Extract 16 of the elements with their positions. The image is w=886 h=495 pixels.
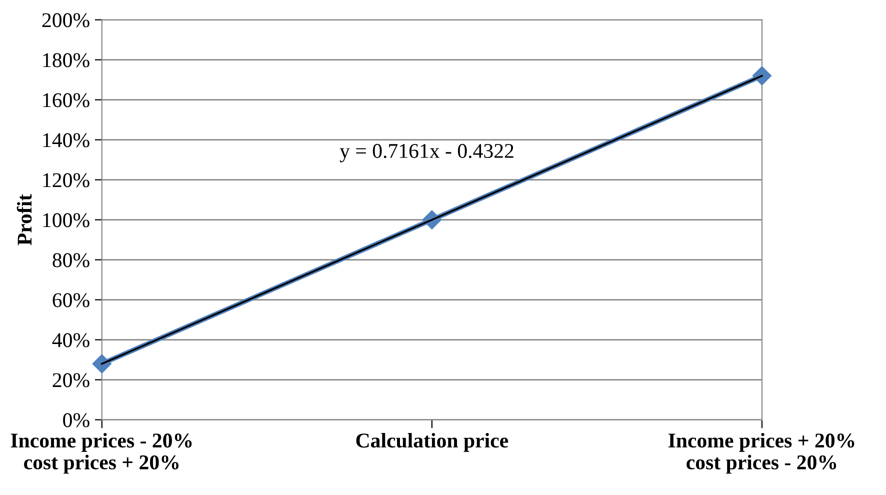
y-tick-label: 100% [43, 213, 90, 228]
y-tick-label: 140% [43, 133, 90, 148]
y-tick-label: 20% [52, 373, 90, 388]
x-tick-label: Income prices + 20% cost prices - 20% [668, 432, 854, 474]
x-tick-label: Calculation price [356, 432, 508, 452]
y-axis-title: Profit [16, 194, 32, 246]
y-tick-label: 40% [52, 333, 90, 348]
y-tick-label: 180% [43, 53, 90, 68]
y-tick-label: 200% [42, 13, 90, 28]
y-tick-label: 120% [43, 173, 90, 188]
annotation: y = 0.7161x - 0.4322 [340, 144, 514, 162]
y-tick-label: 0% [63, 413, 90, 428]
x-tick-label: Income prices - 20% cost prices + 20% [10, 432, 192, 474]
y-tick-label: 160% [43, 93, 90, 108]
y-tick-label: 60% [52, 293, 90, 308]
y-tick-label: 80% [52, 253, 90, 268]
